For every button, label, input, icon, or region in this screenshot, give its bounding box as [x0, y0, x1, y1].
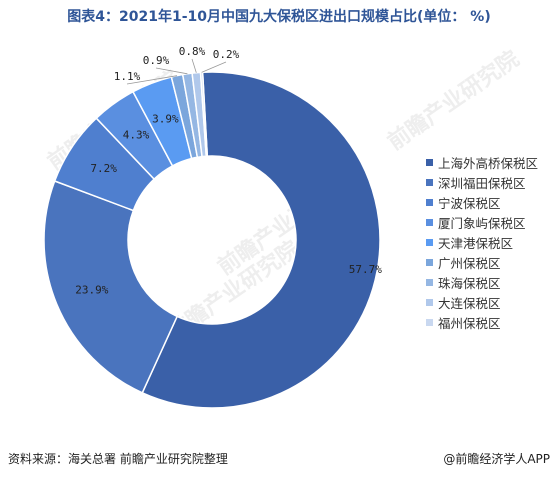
legend-swatch	[426, 158, 433, 166]
slice-label-8: 0.8%	[179, 45, 206, 58]
slice-label-1: 57.7%	[349, 263, 382, 276]
legend-label: 深圳福田保税区	[438, 175, 526, 191]
legend-item-9: 福州保税区	[426, 312, 538, 332]
legend-item-2: 深圳福田保税区	[426, 172, 538, 192]
legend-item-7: 珠海保税区	[426, 272, 538, 292]
legend-swatch	[426, 318, 433, 326]
legend-item-6: 广州保税区	[426, 252, 538, 272]
legend-label: 厦门象屿保税区	[438, 215, 526, 231]
slice-label-5: 3.9%	[152, 113, 179, 126]
leader-line-8	[191, 58, 197, 73]
slice-label-7: 0.9%	[143, 54, 170, 67]
legend-swatch	[426, 238, 433, 246]
leader-line-6	[126, 75, 178, 85]
slice-label-6: 1.1%	[114, 70, 141, 83]
legend-swatch	[426, 198, 433, 206]
legend-item-8: 大连保税区	[426, 292, 538, 312]
legend-item-4: 厦门象屿保税区	[426, 212, 538, 232]
slice-9	[199, 71, 209, 157]
legend-swatch	[426, 298, 433, 306]
legend-swatch	[426, 278, 433, 286]
slice-label-4: 4.3%	[123, 129, 150, 142]
legend-label: 大连保税区	[438, 295, 501, 311]
legend-item-5: 天津港保税区	[426, 232, 538, 252]
legend-label: 上海外高桥保税区	[438, 155, 539, 171]
legend-swatch	[426, 258, 433, 266]
legend-swatch	[426, 178, 433, 186]
legend-label: 天津港保税区	[438, 235, 514, 251]
slice-label-2: 23.9%	[75, 284, 108, 297]
legend-swatch	[426, 218, 433, 226]
slice-2	[43, 180, 179, 394]
chart-legend: 上海外高桥保税区 深圳福田保税区 宁波保税区厦门象屿保税区 天津港保税区 广州保税区珠海…	[426, 152, 538, 332]
donut-chart: 57.7% 23.9% 7.2% 4.3%3.9% 1.1%0.9% 0.8% 0.2%	[43, 45, 382, 409]
brand-credit: @前瞻经济学人APP	[443, 452, 550, 466]
slice-1	[141, 71, 381, 409]
leader-line-9	[201, 61, 227, 73]
legend-label: 福州保税区	[438, 315, 501, 331]
legend-label: 宁波保税区	[438, 195, 501, 211]
legend-item-3: 宁波保税区	[426, 192, 538, 212]
slice-label-3: 7.2%	[90, 162, 117, 175]
leader-line-7	[155, 67, 188, 75]
legend-label: 珠海保税区	[438, 275, 501, 291]
legend-label: 广州保税区	[438, 255, 501, 271]
slice-label-9: 0.2%	[213, 48, 240, 61]
legend-item-1: 上海外高桥保税区	[426, 152, 538, 172]
source-note: 资料来源：海关总署 前瞻产业研究院整理	[8, 452, 228, 466]
chart-title: 图表4：2021年1-10月中国九大保税区进出口规模占比(单位： %)	[67, 9, 491, 25]
